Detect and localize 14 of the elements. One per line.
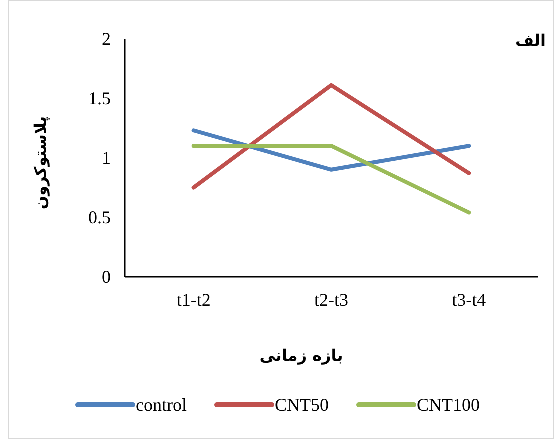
x-tick-label: t3-t4 <box>452 290 486 310</box>
x-tick-label: t2-t3 <box>314 290 348 310</box>
y-tick-label: 0 <box>102 267 111 287</box>
legend-label: control <box>136 395 187 415</box>
y-axis-title: پلاستوکرون <box>31 116 50 210</box>
x-axis-title: بازه زمانی <box>260 346 344 365</box>
y-tick-label: 1.5 <box>88 88 111 108</box>
y-tick-label: 2 <box>102 29 111 49</box>
chart-title: الف <box>515 31 546 50</box>
y-tick-label: 1 <box>102 148 111 168</box>
x-tick-label: t1-t2 <box>176 290 211 310</box>
legend-label: CNT50 <box>275 395 329 415</box>
legend-label: CNT100 <box>417 395 480 415</box>
y-tick-label: 0.5 <box>88 208 111 228</box>
